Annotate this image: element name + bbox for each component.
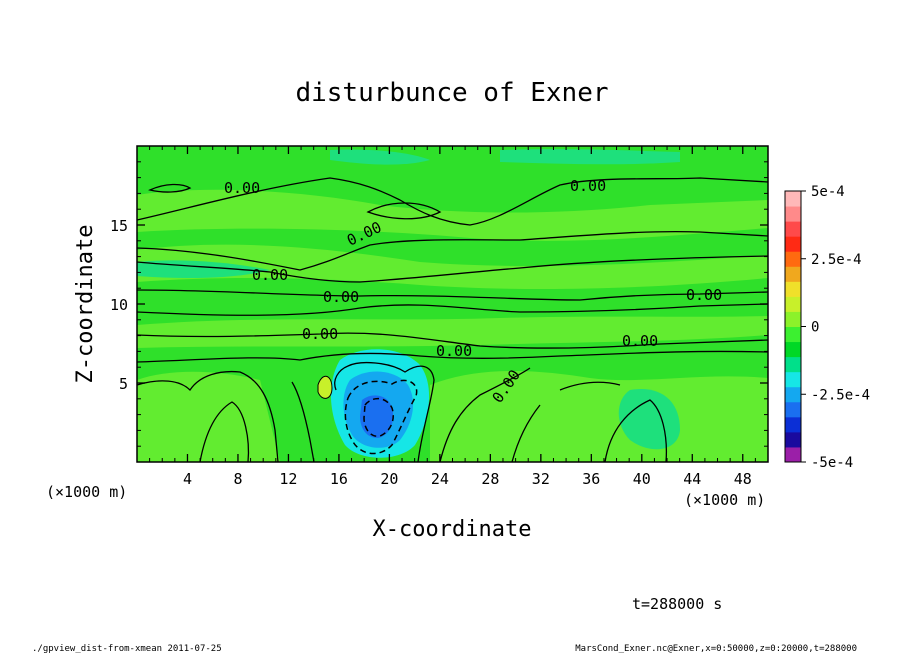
contour-label: 0.00 (323, 288, 359, 306)
x-tick-label: 28 (481, 470, 499, 488)
colorbar-swatch (785, 311, 801, 327)
field-light-bands (137, 189, 768, 462)
y-tick-label: 15 (110, 217, 128, 235)
contour-label: 0.00 (622, 332, 658, 350)
colorbar-swatch (785, 431, 801, 448)
colorbar-label: 5e-4 (811, 184, 845, 200)
x-tick-label: 16 (330, 470, 348, 488)
x-tick-label: 8 (233, 470, 242, 488)
colorbar-swatch (785, 401, 801, 418)
colorbar-swatch (785, 296, 801, 312)
x-axis: 4 8 12 16 20 24 28 32 36 40 44 48 (149, 146, 756, 488)
contour-label: 0.00 (570, 177, 606, 195)
colorbar-label: -2.5e-4 (811, 387, 870, 403)
colorbar-swatch (785, 356, 801, 373)
chart-title: disturbunce of Exner (295, 78, 608, 108)
x-axis-units: (×1000 m) (46, 483, 127, 501)
y-tick-label: 10 (110, 296, 128, 314)
contour-label: 0.00 (224, 179, 260, 197)
colorbar-swatch (785, 371, 801, 388)
colorbar-swatch (785, 446, 801, 463)
x-tick-label: 32 (532, 470, 550, 488)
contour-label: 0.00 (252, 266, 288, 284)
x-axis-label: X-coordinate (373, 517, 532, 542)
colorbar: 5e-4 2.5e-4 0 -2.5e-4 -5e-4 (784, 184, 870, 471)
colorbar-swatch (785, 386, 801, 403)
y-axis-label: Z-coordinate (73, 225, 98, 384)
negative-contours (344, 379, 418, 455)
x-tick-label: 20 (380, 470, 398, 488)
y-tick-label: 5 (119, 375, 128, 393)
time-annotation: t=288000 s (632, 595, 722, 613)
footer-right: MarsCond_Exner.nc@Exner,x=0:50000,z=0:20… (575, 644, 857, 654)
contour-lines (136, 177, 769, 463)
colorbar-swatch (785, 251, 801, 267)
x-tick-label: 40 (633, 470, 651, 488)
x-tick-label: 36 (582, 470, 600, 488)
positive-patch (317, 375, 333, 399)
colorbar-swatch (785, 191, 801, 207)
x-tick-label: 24 (431, 470, 449, 488)
colorbar-swatch (785, 221, 801, 237)
colorbar-swatch (785, 281, 801, 297)
contour-label: 0.00 (686, 286, 722, 304)
x-axis-units-lower: (×1000 m) (684, 491, 765, 509)
y-axis: 5 10 15 (110, 161, 768, 447)
colorbar-swatch (785, 326, 801, 343)
contour-label: 0.00 (302, 325, 338, 343)
colorbar-swatch (785, 236, 801, 252)
colorbar-label: 2.5e-4 (811, 252, 862, 268)
colorbar-label: -5e-4 (811, 455, 853, 471)
colorbar-swatch (785, 341, 801, 358)
x-tick-label: 12 (279, 470, 297, 488)
x-tick-label: 44 (683, 470, 701, 488)
x-tick-label: 48 (734, 470, 752, 488)
contour-label: 0.00 (436, 342, 472, 360)
x-tick-label: 4 (183, 470, 192, 488)
colorbar-swatch (785, 416, 801, 433)
footer-left: ./gpview_dist-from-xmean 2011-07-25 (32, 644, 222, 654)
plot-area: 0.00 0.00 0.00 0.00 0.00 0.00 0.00 0.00 … (136, 145, 769, 463)
colorbar-label: 0 (811, 320, 819, 336)
colorbar-swatch (785, 266, 801, 282)
colorbar-swatch (785, 206, 801, 222)
negative-anomaly (330, 349, 430, 458)
